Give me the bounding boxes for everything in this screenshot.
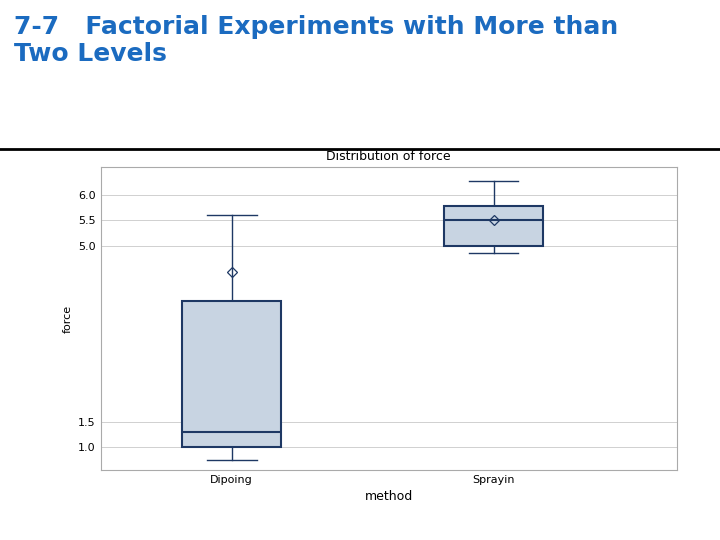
Text: 7-7   Factorial Experiments with More than
Two Levels: 7-7 Factorial Experiments with More than… (14, 15, 618, 66)
Bar (444, 206, 544, 246)
Title: Distribution of force: Distribution of force (326, 151, 451, 164)
Bar (182, 301, 282, 447)
X-axis label: method: method (364, 490, 413, 503)
Y-axis label: force: force (63, 305, 73, 333)
